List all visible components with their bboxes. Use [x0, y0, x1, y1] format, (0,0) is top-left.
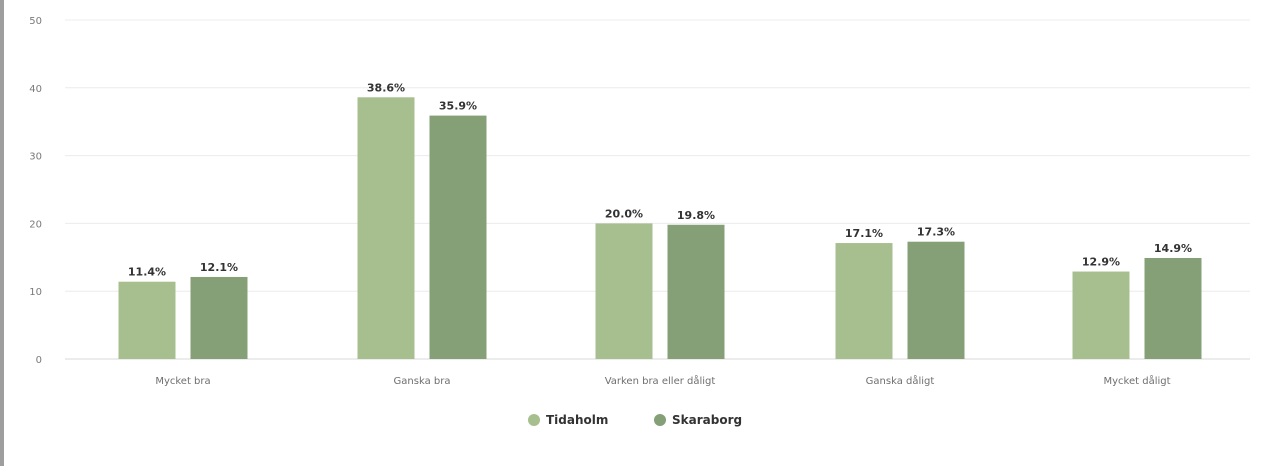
data-label: 17.3%: [917, 226, 955, 239]
y-axis-ticks: 0 10 20 30 40 50: [29, 16, 42, 366]
data-label: 17.1%: [845, 227, 883, 240]
data-label: 19.8%: [677, 209, 715, 222]
legend-label: Skaraborg: [672, 413, 742, 427]
x-category-label: Mycket bra: [155, 376, 210, 387]
legend-item-tidaholm[interactable]: Tidaholm: [528, 413, 608, 427]
bar-skaraborg-4: [1144, 257, 1202, 359]
x-category-label: Mycket dåligt: [1103, 374, 1170, 387]
bar-tidaholm-3: [835, 243, 893, 359]
bar-tidaholm-4: [1072, 271, 1130, 359]
legend-swatch-icon: [654, 414, 666, 426]
data-label: 12.1%: [200, 261, 238, 274]
data-label: 14.9%: [1154, 242, 1192, 255]
y-tick-label: 20: [29, 219, 42, 230]
x-category-label: Ganska bra: [394, 376, 451, 387]
bar-skaraborg-1: [429, 115, 487, 360]
legend-swatch-icon: [528, 414, 540, 426]
bar-tidaholm-0: [118, 281, 176, 359]
data-label: 38.6%: [367, 81, 405, 94]
left-edge-rule: [0, 0, 4, 466]
bar-skaraborg-2: [667, 224, 725, 359]
y-tick-label: 50: [29, 16, 42, 27]
bar-tidaholm-2: [595, 223, 653, 359]
data-label: 35.9%: [439, 100, 477, 113]
bar-skaraborg-3: [907, 241, 965, 359]
y-tick-label: 10: [29, 287, 42, 298]
legend-label: Tidaholm: [546, 413, 608, 427]
grid-layer: [65, 19, 1250, 360]
bar-skaraborg-0: [190, 276, 248, 359]
y-tick-label: 40: [29, 84, 42, 95]
data-label: 11.4%: [128, 266, 166, 279]
y-tick-label: 30: [29, 152, 42, 163]
data-labels-layer: 11.4% 12.1% 38.6% 35.9% 20.0% 19.8% 17.1% 17.3%…: [128, 81, 1192, 278]
bars-layer: [118, 97, 1202, 360]
legend-item-skaraborg[interactable]: Skaraborg: [654, 413, 742, 427]
x-category-label: Ganska dåligt: [866, 374, 935, 387]
y-tick-label: 0: [36, 355, 42, 366]
data-label: 20.0%: [605, 207, 643, 220]
x-axis-categories: Mycket bra Ganska bra Varken bra eller dål…: [155, 374, 1170, 387]
data-label: 12.9%: [1082, 256, 1120, 269]
bar-tidaholm-1: [357, 97, 415, 360]
legend: Tidaholm Skaraborg: [528, 413, 742, 427]
x-category-label: Varken bra eller dåligt: [605, 374, 716, 387]
